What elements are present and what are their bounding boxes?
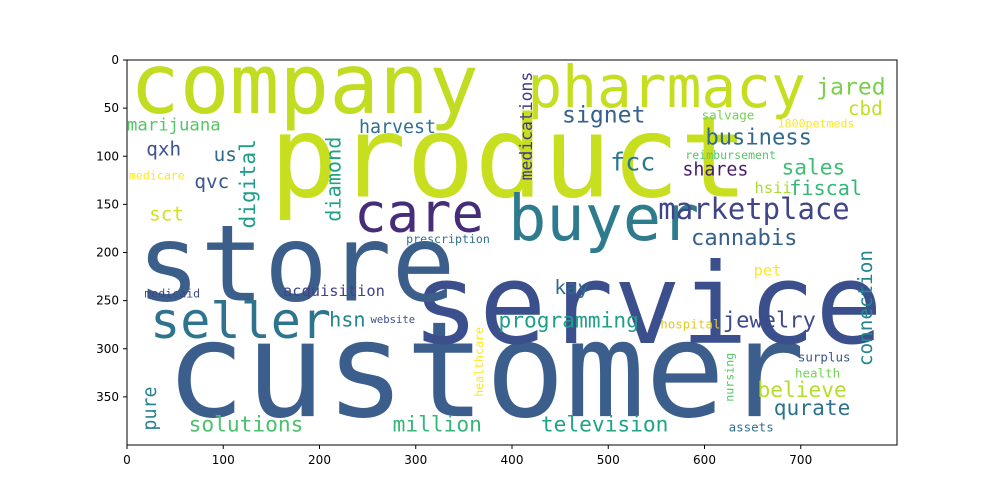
word-pharmacy: pharmacy — [527, 53, 805, 121]
y-tick-label: 300 — [96, 342, 119, 356]
word-jared: jared — [816, 75, 886, 101]
word-medicaid: medicaid — [144, 287, 200, 301]
word-website: website — [371, 314, 416, 326]
word-hsii: hsii — [755, 179, 792, 197]
x-tick-label: 600 — [693, 453, 716, 467]
word-kay: kay — [554, 276, 589, 299]
word-harvest: harvest — [359, 117, 436, 138]
x-tick-label: 400 — [501, 453, 524, 467]
word-buyer: buyer — [508, 181, 699, 255]
word-hsn: hsn — [329, 308, 365, 332]
word-qurate: qurate — [774, 395, 851, 420]
plot-area — [127, 60, 897, 445]
word-service: service — [412, 240, 883, 370]
word-company: company — [130, 36, 479, 133]
word-million: million — [393, 412, 482, 437]
word-pure: pure — [140, 387, 161, 431]
x-axis: 0 100 200 300 400 500 600 700 — [123, 445, 812, 467]
y-tick-label: 250 — [96, 294, 119, 308]
x-tick-label: 500 — [597, 453, 620, 467]
word-solutions: solutions — [189, 412, 304, 437]
word-qvc: qvc — [194, 170, 229, 193]
word-hospital: hospital — [660, 317, 720, 332]
word-cbd: cbd — [848, 97, 883, 120]
word-jewelry: jewelry — [723, 308, 816, 334]
word-fiscal: fiscal — [789, 176, 862, 200]
word-marketplace: marketplace — [658, 192, 849, 226]
word-marijuana: marijuana — [127, 115, 221, 135]
word-nursing: nursing — [722, 353, 736, 402]
word-store: store — [137, 203, 456, 326]
y-tick-label: 100 — [96, 149, 119, 163]
word-surplus: surplus — [798, 349, 851, 364]
word-seller: seller — [150, 291, 331, 350]
word-signet: signet — [562, 103, 645, 129]
word-fcc: fcc — [610, 148, 655, 177]
word-1800petmeds: 1800petmeds — [778, 116, 855, 130]
word-assets: assets — [729, 420, 774, 435]
x-tick-label: 100 — [212, 453, 235, 467]
word-digital: digital — [235, 139, 260, 228]
x-tick-label: 0 — [123, 453, 131, 467]
x-tick-label: 300 — [404, 453, 427, 467]
word-health: health — [795, 366, 840, 381]
word-sct: sct — [149, 203, 184, 226]
word-sales: sales — [782, 155, 846, 180]
word-connection: connection — [854, 250, 877, 366]
word-product: product — [269, 92, 748, 224]
y-tick-label: 150 — [96, 197, 119, 211]
word-prescription: prescription — [406, 232, 490, 246]
word-salvage: salvage — [702, 108, 755, 123]
word-healthcare: healthcare — [472, 327, 486, 397]
y-tick-label: 50 — [104, 101, 119, 115]
word-business: business — [705, 125, 811, 151]
x-tick-label: 200 — [308, 453, 331, 467]
word-programming: programming — [499, 308, 639, 333]
word-reimbursement: reimbursement — [685, 148, 776, 162]
word-acquisition: acquisition — [283, 282, 385, 300]
word-diamond: diamond — [322, 137, 346, 222]
y-tick-label: 0 — [111, 53, 119, 67]
word-shares: shares — [682, 160, 748, 181]
word-us: us — [214, 143, 237, 166]
y-axis: 0 50 100 150 200 250 300 350 — [96, 53, 127, 404]
word-medicare: medicare — [129, 168, 185, 182]
y-tick-label: 350 — [96, 390, 119, 404]
word-medications: medications — [517, 72, 536, 181]
x-tick-label: 700 — [789, 453, 812, 467]
word-pet: pet — [754, 262, 782, 280]
word-television: television — [541, 412, 669, 437]
y-tick-label: 200 — [96, 246, 119, 260]
word-care: care — [354, 181, 484, 244]
word-cannabis: cannabis — [691, 225, 797, 251]
word-qxh: qxh — [146, 137, 181, 160]
word-believe: believe — [757, 377, 846, 402]
word-customer: customer — [166, 294, 806, 448]
